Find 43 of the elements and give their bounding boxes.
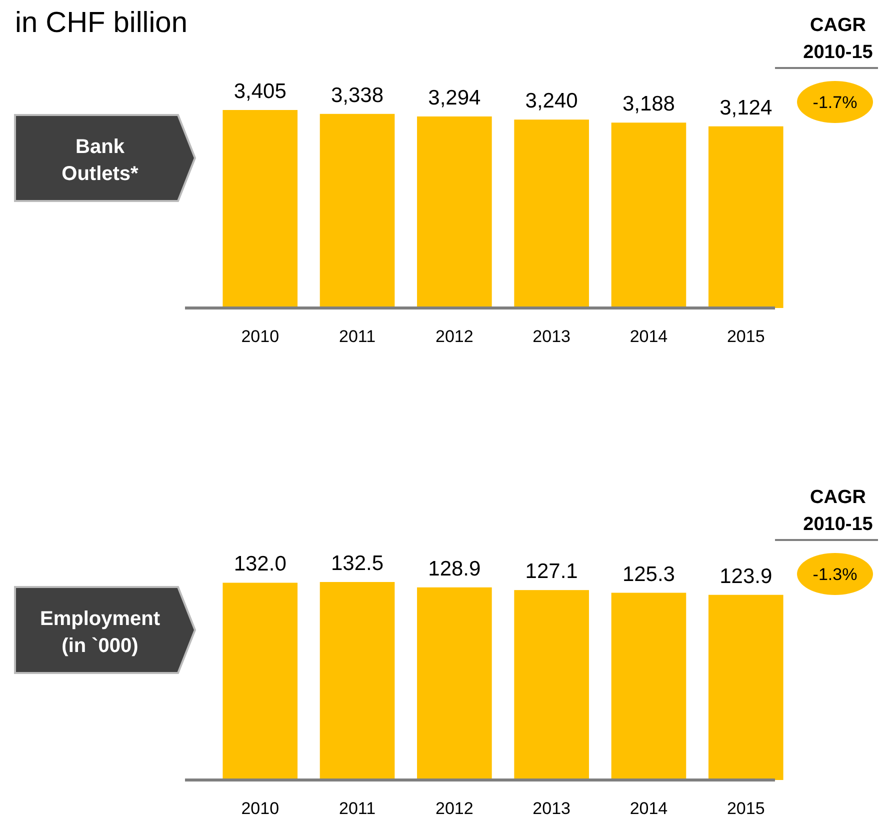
data-label: 3,124 [720, 96, 772, 120]
x-tick-label: 2014 [630, 327, 668, 346]
data-label: 3,240 [525, 90, 578, 113]
x-tick-label: 2012 [436, 327, 474, 346]
x-tick-label: 2013 [532, 327, 570, 346]
bar [514, 590, 589, 780]
bar [708, 594, 784, 780]
x-tick-label: 2010 [241, 799, 280, 818]
data-label: 123.9 [720, 564, 772, 588]
x-tick-label: 2014 [630, 799, 668, 818]
data-label: 132.5 [330, 552, 384, 575]
bar [222, 582, 298, 780]
bar [611, 592, 686, 780]
bar [222, 110, 298, 308]
data-label: 128.9 [428, 557, 481, 580]
x-tick-label: 2015 [726, 799, 765, 818]
data-label: 3,188 [622, 92, 676, 116]
bar [611, 122, 686, 308]
bar [320, 114, 395, 308]
x-tick-label: 2012 [436, 799, 474, 818]
text: CAGR 2010-15 [803, 15, 874, 63]
bar [514, 120, 589, 308]
text: -1.3% [812, 565, 858, 584]
bar [708, 126, 784, 308]
x-tick-label: 2013 [532, 799, 570, 818]
bar [320, 582, 395, 780]
text: CAGR 2010-15 [803, 487, 874, 535]
chart-title: in CHF billion [15, 7, 188, 39]
bar [417, 116, 492, 308]
text: -1.7% [812, 93, 858, 112]
y-axis-title: Bank Outlets* [62, 136, 139, 185]
y-axis-title: Employment (in `000) [40, 608, 160, 657]
x-tick-label: 2011 [338, 327, 376, 346]
data-label: 3,405 [234, 80, 286, 103]
data-label: 3,294 [428, 86, 482, 110]
x-tick-label: 2010 [241, 327, 280, 346]
data-label: 132.0 [234, 552, 286, 576]
data-label: 3,338 [330, 84, 384, 107]
bar [417, 587, 492, 780]
data-label: 127.1 [525, 560, 578, 584]
x-tick-label: 2011 [338, 799, 376, 818]
data-label: 125.3 [622, 562, 676, 586]
x-tick-label: 2015 [726, 327, 765, 346]
